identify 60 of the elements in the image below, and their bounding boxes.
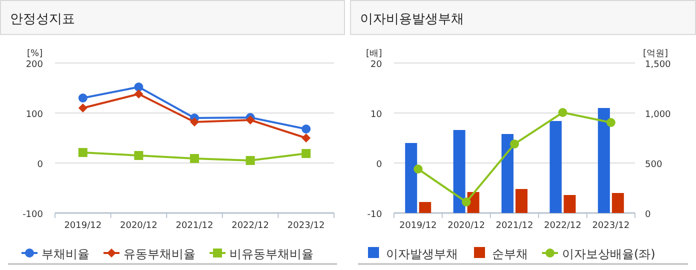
x-tick-label: 2019/12 xyxy=(64,221,102,231)
y2-tick-label: 500 xyxy=(645,160,662,170)
y-tick-label: 0 xyxy=(37,160,44,170)
y-tick-label: 0 xyxy=(376,160,382,170)
bar xyxy=(419,202,432,213)
legend-label: 순부채 xyxy=(492,247,528,261)
point xyxy=(558,108,568,117)
point xyxy=(246,156,255,165)
x-tick-label: 2020/12 xyxy=(120,221,158,231)
y-tick-label: -100 xyxy=(22,210,44,220)
legend-label: 유동부채비율 xyxy=(124,247,196,261)
x-tick-label: 2022/12 xyxy=(544,221,582,231)
bar xyxy=(550,121,562,213)
y2-tick-label: 1,000 xyxy=(645,110,672,120)
y-axis-title: [배] xyxy=(366,49,382,59)
point xyxy=(302,124,311,134)
point xyxy=(246,116,255,124)
x-tick-label: 2023/12 xyxy=(592,221,630,231)
y-axis-title: [%] xyxy=(27,49,43,59)
bar xyxy=(516,189,528,213)
y-tick-label: 10 xyxy=(370,110,382,120)
bar xyxy=(453,130,466,213)
point xyxy=(78,104,88,112)
x-tick-label: 2020/12 xyxy=(448,221,485,231)
chart-title: 이자비용발생부채 xyxy=(360,12,464,27)
x-tick-label: 2023/12 xyxy=(287,221,325,231)
bar xyxy=(405,143,418,213)
bar xyxy=(598,108,610,213)
x-tick-label: 2021/12 xyxy=(176,221,214,231)
point xyxy=(510,140,519,148)
y-tick-label: 200 xyxy=(26,60,44,70)
point xyxy=(606,118,616,127)
chart-title: 안정성지표 xyxy=(10,12,75,27)
bar xyxy=(502,134,514,213)
x-tick-label: 2022/12 xyxy=(232,221,269,231)
point xyxy=(190,154,199,163)
point xyxy=(302,134,311,142)
legend-label: 이자발생부채 xyxy=(386,247,458,261)
point xyxy=(302,149,311,158)
x-tick-label: 2021/12 xyxy=(496,221,534,231)
point xyxy=(190,118,199,126)
x-tick-label: 2019/12 xyxy=(399,221,437,231)
y2-tick-label: 0 xyxy=(645,210,651,220)
point xyxy=(78,148,88,157)
point xyxy=(414,164,423,174)
point xyxy=(134,82,144,92)
y-tick-label: 100 xyxy=(26,110,44,120)
point xyxy=(134,151,144,160)
legend-label: 부채비율 xyxy=(42,247,90,261)
legend-label: 비유동부채비율 xyxy=(230,247,314,261)
y-tick-label: -10 xyxy=(367,210,382,220)
bar xyxy=(612,193,624,213)
y2-tick-label: 1,500 xyxy=(645,60,672,70)
point xyxy=(134,90,144,98)
point xyxy=(78,94,88,102)
point xyxy=(462,198,471,206)
bar xyxy=(564,195,576,213)
y-tick-label: 20 xyxy=(370,60,382,70)
legend-label: 이자보상배율(좌) xyxy=(562,247,656,261)
y2-axis-title: [억원] xyxy=(643,49,668,59)
